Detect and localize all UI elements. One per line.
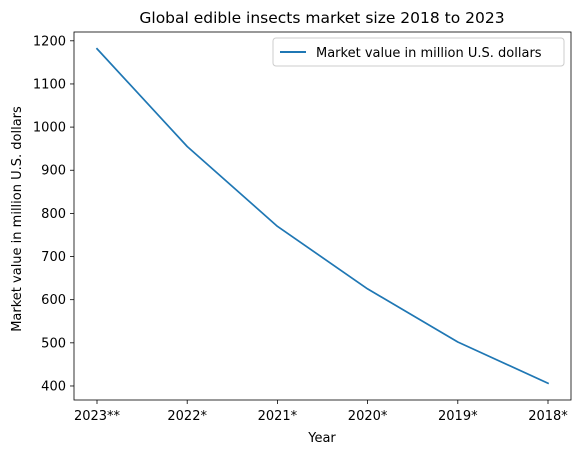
x-tick-label: 2020* [348, 409, 388, 424]
legend-box [272, 37, 565, 67]
y-tick-label: 1000 [33, 121, 66, 136]
y-tick-label: 500 [41, 336, 66, 351]
y-tick-label: 900 [41, 164, 66, 179]
y-tick-label: 1200 [33, 34, 66, 49]
x-axis-label: Year [307, 431, 336, 446]
axes-frame [73, 31, 572, 401]
x-tick-label: 2018* [528, 409, 568, 424]
x-tick-label: 2022* [167, 409, 207, 424]
y-tick-label: 600 [41, 293, 66, 308]
y-tick-label: 1100 [33, 77, 66, 92]
series-line [95, 47, 550, 385]
y-tick-label: 700 [41, 250, 66, 265]
x-tick-label: 2021* [258, 409, 298, 424]
legend-series-label: Market value in million U.S. dollars [316, 46, 542, 61]
chart-title: Global edible insects market size 2018 t… [139, 9, 504, 27]
y-tick-label: 800 [41, 207, 66, 222]
y-axis-label: Market value in million U.S. dollars [10, 106, 25, 332]
plot-area: 400 500 600 700 800 900 1000 1100 1200 2023** 2022… [33, 31, 572, 424]
legend: Market value in million U.S. dollars [272, 37, 565, 67]
x-tick-label: 2019* [438, 409, 478, 424]
x-tick-label: 2023** [74, 409, 121, 424]
y-tick-label: 400 [41, 379, 66, 394]
